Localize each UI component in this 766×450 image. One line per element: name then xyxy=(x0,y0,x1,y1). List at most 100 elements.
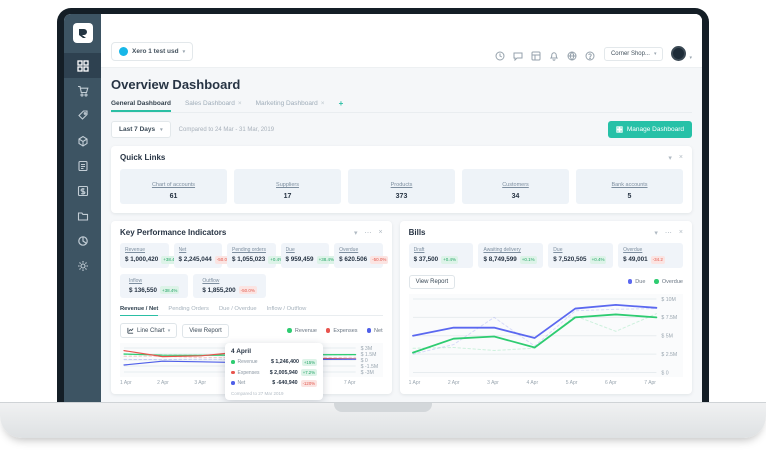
bills-card-label[interactable]: Awaiting delivery xyxy=(483,247,521,253)
sidebar-item-tags[interactable] xyxy=(64,103,101,128)
tab-due-overdue[interactable]: Due / Overdue xyxy=(218,306,257,312)
legend-label: Due xyxy=(635,278,646,285)
quick-link-label[interactable]: Customers xyxy=(502,182,529,188)
bills-card-draft[interactable]: Draft $ 37,500 +0.4% xyxy=(408,243,474,268)
collapse-icon[interactable]: ▾ xyxy=(668,154,672,162)
tooltip-title: 4 April xyxy=(231,348,252,355)
delta-badge: -120% xyxy=(300,379,318,387)
page-content: Overview Dashboard General Dashboard Sal… xyxy=(101,68,702,402)
shop-selector[interactable]: Corner Shop... ▾ xyxy=(603,47,664,61)
sidebar-item-invoices[interactable] xyxy=(64,153,101,178)
sidebar-item-billing[interactable] xyxy=(64,178,101,203)
kpi-card-revenue[interactable]: Revenue $ 1,000,420 +38.4% xyxy=(120,243,181,268)
globe-icon[interactable] xyxy=(567,51,577,61)
chat-icon[interactable] xyxy=(513,51,523,61)
kpi-card-value: $ 620.506 xyxy=(339,256,368,263)
kpi-card-due[interactable]: Due $ 959,459 +38.4% xyxy=(280,243,336,268)
delta-badge: -50.0% xyxy=(214,255,234,264)
tooltip-series-name: Expenses xyxy=(237,369,260,376)
kpi-card-label[interactable]: Revenue xyxy=(125,247,146,253)
kpi-card-label[interactable]: Due xyxy=(285,247,295,253)
bills-card-label[interactable]: Due xyxy=(553,247,563,253)
compared-to-text: Compared to 24 Mar - 31 Mar, 2019 xyxy=(178,126,275,133)
quick-link-bank-accounts[interactable]: Bank accounts 5 xyxy=(576,169,683,204)
kpi-card-label[interactable]: Overdue xyxy=(339,247,359,253)
sidebar-item-dashboard[interactable] xyxy=(64,53,101,78)
legend-dot-overdue xyxy=(654,279,659,284)
x-tick: 2 Apr xyxy=(157,380,169,386)
tab-revenue-net[interactable]: Revenue / Net xyxy=(120,306,159,316)
bills-card-awaiting-delivery[interactable]: Awaiting delivery $ 8,749,599 +0.1% xyxy=(478,243,544,268)
laptop-screen: Xero 1 test usd ▾ Corner Shop... xyxy=(57,8,709,402)
sidebar-item-settings[interactable] xyxy=(64,253,101,278)
date-range-select[interactable]: Last 7 Days ▾ xyxy=(111,121,171,138)
org-selector[interactable]: Xero 1 test usd ▾ xyxy=(111,42,194,61)
close-icon[interactable]: × xyxy=(237,100,242,107)
quick-link-customers[interactable]: Customers 34 xyxy=(462,169,569,204)
kpi-card-net[interactable]: Net $ 2,245,044 -50.0% xyxy=(173,243,234,268)
legend-label: Overdue xyxy=(661,278,683,285)
kpi-card-overdue[interactable]: Overdue $ 620.506 -50.0% xyxy=(334,243,389,268)
quick-link-products[interactable]: Products 373 xyxy=(348,169,455,204)
bills-card-overdue[interactable]: Overdue $ 49,001 -34.2 xyxy=(618,243,683,268)
help-icon[interactable] xyxy=(585,51,595,61)
sidebar-item-products[interactable] xyxy=(64,128,101,153)
close-icon[interactable]: × xyxy=(678,228,683,236)
svg-text:$ 0: $ 0 xyxy=(661,370,668,376)
kpi-card-label[interactable]: Inflow xyxy=(129,277,143,284)
quick-link-label[interactable]: Chart of accounts xyxy=(151,182,196,188)
close-icon[interactable]: × xyxy=(678,153,683,161)
quick-link-value: 34 xyxy=(511,193,520,200)
tab-general-dashboard[interactable]: General Dashboard xyxy=(111,100,171,112)
bills-view-report-button[interactable]: View Report xyxy=(408,274,456,289)
sidebar-item-reports[interactable] xyxy=(64,228,101,253)
user-avatar[interactable] xyxy=(671,46,687,61)
menu-icon[interactable]: ⋯ xyxy=(364,229,372,237)
app-logo[interactable] xyxy=(72,23,93,43)
kpi-card-label[interactable]: Outflow xyxy=(202,277,220,284)
bills-panel: Bills ▾ ⋯ × Draft $ 37,500 +0 xyxy=(399,221,692,394)
menu-icon[interactable]: ⋯ xyxy=(664,229,672,237)
collapse-icon[interactable]: ▾ xyxy=(354,229,358,237)
dollar-square-icon xyxy=(77,185,88,196)
folder-icon xyxy=(77,211,88,221)
kpi-card-pending-orders[interactable]: Pending orders $ 1,055,023 +0.4% xyxy=(227,243,286,268)
bills-card-label[interactable]: Draft xyxy=(413,247,425,253)
add-dashboard-button[interactable]: + xyxy=(338,99,344,108)
chart-type-select[interactable]: Line Chart ▾ xyxy=(120,323,178,338)
close-icon[interactable]: × xyxy=(378,228,383,236)
box-icon xyxy=(77,135,88,147)
clock-icon[interactable] xyxy=(495,51,505,61)
kpi-card-label[interactable]: Pending orders xyxy=(232,247,266,253)
chevron-down-icon[interactable]: ▾ xyxy=(689,55,692,61)
kpi-view-report-button[interactable]: View Report xyxy=(182,323,229,338)
quick-link-label[interactable]: Products xyxy=(390,182,413,188)
sidebar-item-documents[interactable] xyxy=(64,203,101,228)
close-icon[interactable]: × xyxy=(320,100,325,107)
sidebar xyxy=(64,14,101,402)
bell-icon[interactable] xyxy=(549,51,559,61)
tab-inflow-outflow[interactable]: Inflow / Outflow xyxy=(266,306,307,312)
sidebar-item-orders[interactable] xyxy=(64,78,101,103)
tab-pending-orders[interactable]: Pending Orders xyxy=(168,306,209,312)
apps-icon[interactable] xyxy=(531,51,541,61)
tag-icon xyxy=(77,109,88,120)
kpi-card-outflow[interactable]: Outflow $ 1,855,200 -50.0% xyxy=(193,273,266,298)
collapse-icon[interactable]: ▾ xyxy=(654,229,658,237)
quick-link-value: 61 xyxy=(169,193,178,200)
bills-line-chart[interactable]: $ 10M $ 7.5M $ 5M $ 2.5M $ 0 xyxy=(408,293,683,378)
quick-link-suppliers[interactable]: Suppliers 17 xyxy=(234,169,341,204)
kpi-card-inflow[interactable]: Inflow $ 136,550 +38.4% xyxy=(120,273,189,298)
quick-link-label[interactable]: Suppliers xyxy=(276,182,299,188)
bills-card-due[interactable]: Due $ 7,520,505 +0.4% xyxy=(548,243,614,268)
delta-badge: +0.4% xyxy=(589,255,607,264)
tab-marketing-dashboard[interactable]: Marketing Dashboard × xyxy=(256,100,325,111)
quick-link-chart-of-accounts[interactable]: Chart of accounts 61 xyxy=(120,169,227,204)
legend-dot-expenses xyxy=(325,328,331,333)
manage-dashboard-button[interactable]: Manage Dashboard xyxy=(607,121,692,138)
kpi-card-label[interactable]: Net xyxy=(178,247,187,253)
bills-card-label[interactable]: Overdue xyxy=(623,247,643,253)
quick-link-label[interactable]: Bank accounts xyxy=(611,182,648,188)
tab-sales-dashboard[interactable]: Sales Dashboard × xyxy=(185,100,242,111)
x-tick: 1 Apr xyxy=(120,380,132,386)
